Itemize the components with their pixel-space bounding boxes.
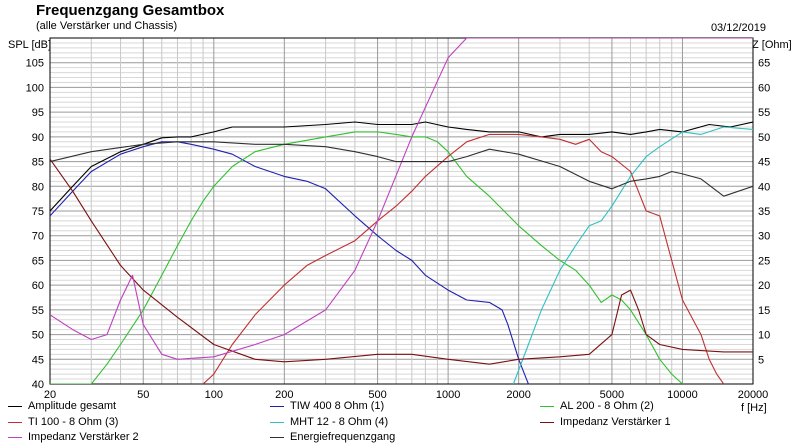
y-tick-label-right: 35 — [758, 206, 770, 218]
legend-item: MHT 12 - 8 Ohm (4) — [270, 416, 388, 428]
x-tick-label: 2000 — [506, 389, 530, 401]
legend-label: AL 200 - 8 Ohm (2) — [560, 400, 654, 412]
legend-swatch — [540, 405, 554, 407]
legend-swatch — [270, 405, 284, 407]
y-tick-label-right: 5 — [758, 354, 764, 366]
series-line-impedanz-verst-rker-1 — [50, 158, 753, 365]
x-axis-unit: f [Hz] — [741, 402, 767, 414]
chart-date: 03/12/2019 — [710, 22, 766, 34]
legend-label: Amplitude gesamt — [28, 400, 117, 412]
series-line-al-200-8-ohm-2 — [50, 131, 683, 384]
y-tick-label-right: 50 — [758, 132, 770, 144]
series-line-impedanz-verst-rker-2 — [50, 38, 753, 360]
legend-swatch — [270, 421, 284, 423]
y-tick-label-left: 95 — [32, 107, 44, 119]
y-tick-label-left: 45 — [32, 354, 44, 366]
y-tick-label-right: 10 — [758, 330, 770, 342]
legend-label: MHT 12 - 8 Ohm (4) — [290, 416, 389, 428]
series-line-tiw-400-8-ohm-1 — [50, 141, 529, 384]
legend-label: TIW 400 8 Ohm (1) — [290, 400, 385, 412]
legend-item: Impedanz Verstärker 1 — [540, 416, 671, 428]
y-tick-label-right: 20 — [758, 280, 770, 292]
y-tick-label-left: 105 — [26, 58, 44, 70]
y-tick-label-left: 90 — [32, 132, 44, 144]
legend-item: Impedanz Verstärker 2 — [8, 431, 139, 443]
x-tick-label: 100 — [205, 389, 223, 401]
legend-item: Energiefrequenzgang — [270, 431, 395, 443]
x-tick-label: 20 — [44, 389, 56, 401]
legend-item: AL 200 - 8 Ohm (2) — [540, 400, 654, 412]
y-tick-label-left: 70 — [32, 231, 44, 243]
legend-swatch — [8, 405, 22, 407]
legend-label: Impedanz Verstärker 1 — [560, 416, 671, 428]
legend-item: TI 100 - 8 Ohm (3) — [8, 416, 118, 428]
frequency-response-chart: 40 45 50 55 60 65 70 75 80 85 90 95 100 105 5 10 15 20 25 3… — [26, 37, 770, 401]
legend-item: Amplitude gesamt — [8, 400, 116, 412]
x-tick-label: 20000 — [738, 389, 769, 401]
chart-subtitle: (alle Verstärker und Chassis) — [36, 20, 178, 32]
x-tick-label: 5000 — [600, 389, 624, 401]
y-tick-label-left: 55 — [32, 305, 44, 317]
chart-title: Frequenzgang Gesamtbox — [36, 2, 225, 19]
y-tick-label-left: 75 — [32, 206, 44, 218]
y-tick-label-left: 65 — [32, 255, 44, 267]
y-tick-label-right: 40 — [758, 181, 770, 193]
y-tick-label-left: 80 — [32, 181, 44, 193]
legend-swatch — [540, 421, 554, 423]
y-tick-label-left: 50 — [32, 330, 44, 342]
y-tick-label-left: 85 — [32, 157, 44, 169]
y-tick-label-right: 60 — [758, 82, 770, 94]
left-axis-label: SPL [dB] — [8, 39, 52, 51]
series-line-energiefrequenzgang — [50, 141, 753, 197]
right-axis-label: Z [Ohm] — [752, 39, 792, 51]
y-tick-label-left: 100 — [26, 82, 44, 94]
legend-swatch — [8, 421, 22, 423]
legend-swatch — [270, 436, 284, 438]
y-tick-label-left: 60 — [32, 280, 44, 292]
y-tick-label-right: 15 — [758, 305, 770, 317]
series-line-ti-100-8-ohm-3 — [202, 133, 725, 384]
legend-label: TI 100 - 8 Ohm (3) — [28, 416, 119, 428]
legend-label: Impedanz Verstärker 2 — [28, 431, 139, 443]
legend: Amplitude gesamt TIW 400 8 Ohm (1) AL 200 … — [0, 400, 800, 448]
series-line-mht-12-8-ohm-4 — [512, 126, 753, 384]
x-tick-label: 10000 — [667, 389, 698, 401]
legend-swatch — [8, 436, 22, 438]
y-tick-label-right: 45 — [758, 157, 770, 169]
legend-item: TIW 400 8 Ohm (1) — [270, 400, 384, 412]
y-tick-label-left: 40 — [32, 379, 44, 391]
y-tick-label-right: 30 — [758, 231, 770, 243]
x-tick-label: 500 — [368, 389, 386, 401]
y-tick-label-right: 55 — [758, 107, 770, 119]
x-tick-label: 50 — [137, 389, 149, 401]
y-tick-label-right: 25 — [758, 255, 770, 267]
x-tick-label: 1000 — [436, 389, 460, 401]
x-tick-label: 200 — [275, 389, 293, 401]
legend-label: Energiefrequenzgang — [290, 431, 396, 443]
y-tick-label-right: 65 — [758, 58, 770, 70]
